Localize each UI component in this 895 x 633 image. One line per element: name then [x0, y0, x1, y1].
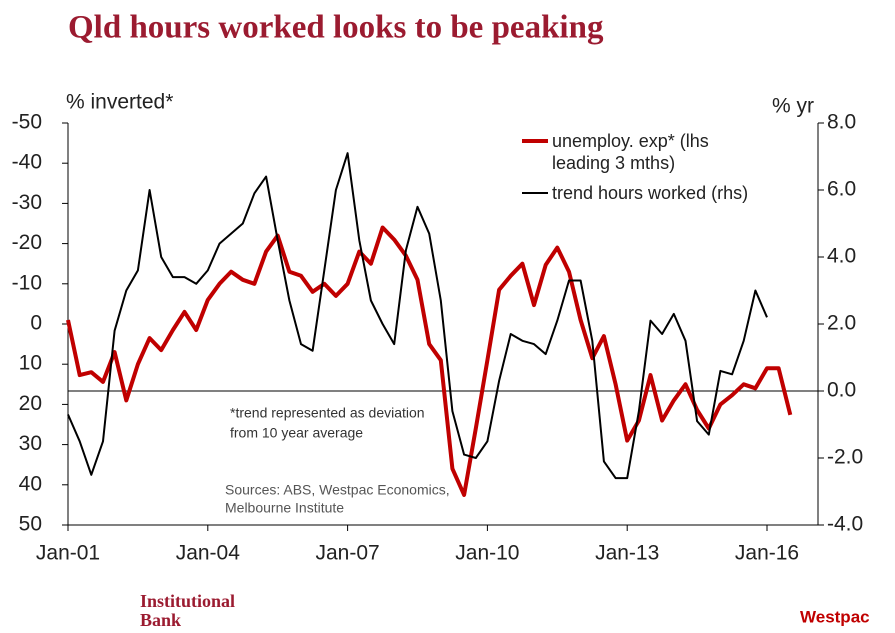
source: Melbourne Institute	[225, 500, 344, 516]
y2-tick-label: 8.0	[827, 111, 856, 134]
y-tick-label: 50	[19, 513, 42, 536]
annotation: from 10 year average	[230, 425, 363, 441]
x-tick-label: Jan-07	[315, 542, 379, 565]
y-tick-label: 0	[30, 312, 42, 335]
y-tick-label: -40	[12, 151, 42, 174]
y2-tick-label: -4.0	[827, 513, 863, 536]
y-axis-label: % inverted*	[66, 91, 173, 114]
series-line	[66, 225, 793, 497]
y2-tick-label: 2.0	[827, 312, 856, 335]
y-tick-label: -20	[12, 231, 42, 254]
series-line	[67, 152, 768, 480]
legend-entry: trend hours worked (rhs)	[552, 183, 749, 203]
logo: Westpac	[800, 607, 870, 626]
x-tick-label: Jan-16	[735, 542, 799, 565]
y2-tick-label: -2.0	[827, 446, 863, 469]
y-tick-label: 20	[19, 392, 42, 415]
annotation: *trend represented as deviation	[230, 405, 425, 421]
footer: Bank	[140, 610, 181, 630]
legend-entry: unemploy. exp* (lhs leading 3 mths)	[552, 131, 709, 173]
x-tick-label: Jan-04	[176, 542, 241, 565]
source: Sources: ABS, Westpac Economics,	[225, 482, 450, 498]
x-tick-label: Jan-10	[455, 542, 519, 565]
y2-tick-label: 0.0	[827, 379, 856, 402]
y-tick-label: 40	[19, 472, 42, 495]
y2-tick-label: 6.0	[827, 178, 856, 201]
y2-tick-label: 4.0	[827, 245, 856, 268]
y-tick-label: 30	[19, 432, 42, 455]
x-tick-label: Jan-13	[595, 542, 659, 565]
y-tick-label: -10	[12, 271, 42, 294]
chart-title: Qld hours worked looks to be peaking	[68, 10, 604, 46]
x-tick-label: Jan-01	[36, 542, 100, 565]
y2-axis-label: % yr	[772, 95, 814, 118]
y-tick-label: -30	[12, 191, 42, 214]
y-tick-label: -50	[12, 111, 42, 134]
y-tick-label: 10	[19, 352, 42, 375]
footer: Institutional	[140, 591, 235, 611]
